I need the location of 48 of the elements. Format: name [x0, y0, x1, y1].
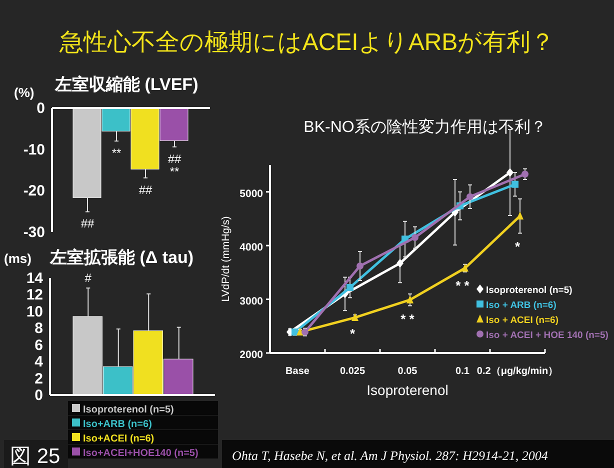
annotation: ##: [138, 182, 152, 197]
legend-label: Iso+ACEI+HOE140 (n=5): [83, 448, 198, 459]
chart-title: 左室収縮能 (LVEF): [54, 75, 198, 94]
x-tick-label: 0.05: [398, 366, 418, 377]
x-tick-label: 0.1: [456, 366, 470, 377]
x-axis-title: Isoproterenol: [366, 382, 448, 398]
x-tick-label: Base: [286, 366, 310, 377]
legend-label: Isoproterenol (n=5): [486, 285, 572, 296]
annotation: *: [514, 239, 521, 254]
chart-title: 左室拡張能 (Δ tau): [49, 248, 194, 267]
text: 急性心不全の極期にはACEIよりARBが有利？: [58, 29, 555, 56]
text: Ohta T, Hasebe N, et al. Am J Physiol. 287: H2914-21, 2004: [232, 448, 548, 463]
y-tick-label: 3000: [240, 295, 264, 308]
annotation: * *: [400, 312, 416, 327]
y-tick-label: -30: [23, 224, 45, 241]
y-tick-label: -10: [23, 141, 45, 158]
legend-label: Iso + ACEI (n=6): [486, 315, 558, 326]
y-tick-label: 12: [26, 286, 43, 304]
y-tick-label: 4: [34, 354, 44, 371]
y-tick-label: -20: [23, 182, 45, 200]
y-tick-label: 6: [34, 336, 43, 354]
legend-label: Iso + ARB (n=6): [486, 300, 556, 311]
annotation: ##: [80, 216, 94, 231]
y-tick-label: 10: [26, 303, 43, 320]
y-tick-label: 8: [34, 320, 43, 338]
y-tick-label: 0: [34, 387, 43, 404]
legend-label: Iso+ARB (n=6): [83, 419, 152, 430]
y-tick-label: 5000: [240, 188, 264, 200]
caption: 図 25: [10, 445, 60, 468]
y-tick-label: 14: [26, 270, 44, 287]
x-tick-label: 0.025: [340, 366, 366, 377]
annotation: *: [350, 326, 356, 342]
y-tick-label: 2: [34, 370, 43, 388]
y-axis-title: (ms): [4, 251, 32, 266]
legend-label: Iso+ACEI (n=6): [83, 434, 154, 444]
legend-label: Iso + ACEI + HOE 140 (n=5): [486, 330, 608, 341]
annotation: ## **: [168, 152, 182, 178]
y-tick-label: 0: [36, 100, 45, 117]
chart-title: BK-NO系の陰性変力作用は不利？: [304, 118, 546, 136]
y-tick-label: 2000: [240, 349, 264, 361]
annotation: **: [112, 146, 122, 160]
annotation: * *: [456, 278, 470, 293]
legend-label: Isoproterenol (n=5): [83, 404, 174, 416]
annotation: #: [84, 271, 92, 286]
y-axis-title: (%): [14, 85, 34, 100]
x-tick-label: 0.2（μg/kg/min）: [476, 366, 558, 377]
y-tick-label: 4000: [240, 242, 264, 254]
y-axis-title: LVdP/dt (mmHg/s): [220, 216, 232, 302]
